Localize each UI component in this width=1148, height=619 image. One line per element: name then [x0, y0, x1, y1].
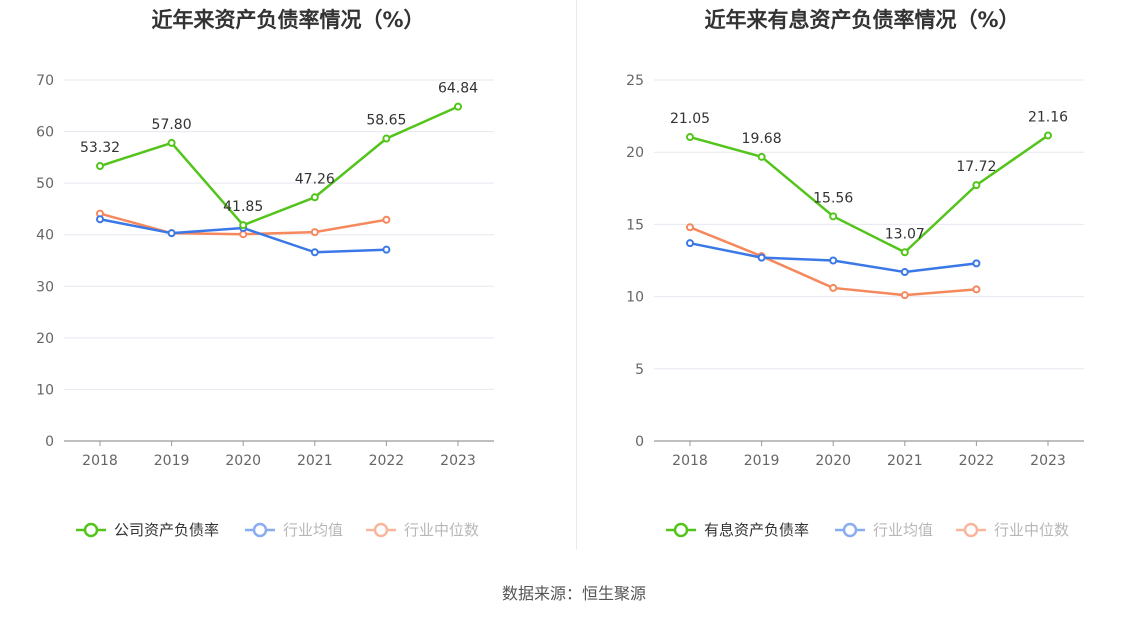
right-x-tick-label: 2023	[1030, 453, 1066, 469]
right-point-industry-mean	[757, 253, 766, 262]
left-point-industry-mean	[167, 229, 176, 238]
left-x-tick-label: 2023	[440, 453, 476, 469]
left-x-tick-label: 2020	[225, 453, 261, 469]
left-data-label: 57.80	[152, 117, 192, 133]
right-data-label: 21.16	[1028, 109, 1068, 125]
left-series-line-company	[99, 105, 459, 227]
left-y-tick-label: 10	[36, 382, 54, 398]
left-x-tick-label: 2021	[297, 453, 333, 469]
left-legend-item-industry-mean[interactable]: 行业均值	[245, 521, 343, 539]
right-point-company	[1044, 131, 1052, 140]
right-point-industry-median	[972, 285, 981, 294]
left-point-industry-median	[310, 228, 319, 237]
left-chart-title: 近年来资产负债率情况（%）	[151, 8, 425, 32]
left-x-tick-label: 2018	[82, 453, 118, 469]
right-legend-item-industry-mean[interactable]: 行业均值	[835, 521, 933, 539]
left-point-company	[454, 102, 462, 111]
right-point-industry-median	[829, 283, 838, 292]
left-y-tick-label: 40	[36, 228, 54, 244]
right-point-industry-mean	[900, 268, 909, 277]
right-point-industry-median	[900, 291, 909, 300]
right-y-tick-label: 25	[626, 73, 644, 89]
left-data-label: 58.65	[366, 113, 406, 129]
left-y-tick-label: 60	[36, 125, 54, 141]
right-point-industry-mean	[829, 256, 838, 265]
right-x-tick-label: 2021	[887, 453, 923, 469]
left-y-tick-label: 30	[36, 279, 54, 295]
right-legend-marker-icon	[963, 522, 979, 538]
left-point-company	[239, 221, 248, 230]
right-y-tick-label: 15	[626, 217, 644, 233]
right-legend-item-company[interactable]: 有息资产负债率	[666, 521, 809, 539]
right-chart-title: 近年来有息资产负债率情况（%）	[704, 8, 1020, 32]
right-point-company	[900, 248, 909, 257]
left-legend-label: 公司资产负债率	[114, 521, 219, 539]
left-point-company	[96, 162, 104, 171]
right-point-company	[972, 181, 981, 190]
data-source-note: 数据来源：恒生聚源	[501, 584, 646, 603]
right-point-industry-median	[686, 223, 694, 232]
left-y-tick-label: 0	[45, 434, 54, 450]
right-x-tick-label: 2019	[744, 453, 780, 469]
right-legend-marker-icon	[673, 522, 689, 538]
right-y-tick-label: 20	[626, 145, 644, 161]
right-point-industry-mean	[972, 259, 981, 268]
left-point-industry-mean	[96, 215, 104, 224]
left-x-tick-label: 2022	[369, 453, 405, 469]
left-y-tick-label: 20	[36, 331, 54, 347]
right-line-chart: 0 5 10 15 20 25 2018 2019 2020 2021 2022 2023 21.05 1…	[626, 73, 1084, 539]
right-legend-label: 行业中位数	[994, 521, 1069, 539]
right-legend-label: 有息资产负债率	[704, 521, 809, 539]
right-legend-label: 行业均值	[873, 521, 933, 539]
right-data-label: 21.05	[670, 111, 710, 127]
right-y-tick-label: 10	[626, 290, 644, 306]
left-y-tick-label: 50	[36, 176, 54, 192]
left-point-company	[310, 193, 319, 202]
left-point-industry-mean	[310, 248, 319, 257]
left-point-company	[167, 138, 176, 147]
left-data-label: 47.26	[295, 171, 335, 187]
left-legend-marker-icon	[373, 522, 389, 538]
right-y-tick-label: 5	[635, 362, 644, 378]
left-data-label: 53.32	[80, 140, 120, 156]
right-point-company	[829, 212, 838, 221]
right-series-line-company	[689, 134, 1049, 254]
left-legend-item-industry-median[interactable]: 行业中位数	[366, 521, 479, 539]
right-x-tick-label: 2020	[815, 453, 851, 469]
left-line-chart: 0 10 20 30 40 50 60 70 2018 2019 2020 2021 2022 2023 5…	[36, 73, 494, 539]
left-x-tick-label: 2019	[154, 453, 190, 469]
right-data-label: 13.07	[885, 226, 925, 242]
right-x-tick-label: 2022	[959, 453, 995, 469]
left-data-label: 41.85	[223, 199, 263, 215]
left-y-tick-label: 70	[36, 73, 54, 89]
right-data-label: 19.68	[742, 131, 782, 147]
right-x-tick-label: 2018	[672, 453, 708, 469]
left-chart-panel: 近年来资产负债率情况（%） 0 10 20 30 40 50 60 70 2018 2019 202…	[0, 0, 576, 550]
right-chart-panel: 近年来有息资产负债率情况（%） 0 5 10 15 20 25 2018 2019 2020 20…	[576, 0, 1148, 550]
right-y-tick-label: 0	[635, 434, 644, 450]
left-legend-marker-icon	[252, 522, 268, 538]
panel-divider	[576, 0, 577, 550]
left-point-industry-median	[239, 230, 248, 239]
right-legend-marker-icon	[842, 522, 858, 538]
left-legend-label: 行业均值	[283, 521, 343, 539]
left-point-industry-mean	[382, 245, 391, 254]
left-legend-item-company[interactable]: 公司资产负债率	[76, 521, 219, 539]
left-legend-marker-icon	[83, 522, 99, 538]
right-data-label: 17.72	[956, 159, 996, 175]
left-legend-label: 行业中位数	[404, 521, 479, 539]
left-point-industry-median	[382, 215, 391, 224]
left-point-company	[382, 134, 391, 143]
right-point-company	[757, 152, 766, 161]
right-point-company	[686, 133, 694, 142]
right-data-label: 15.56	[813, 190, 853, 206]
left-data-label: 64.84	[438, 81, 478, 97]
right-point-industry-mean	[686, 239, 694, 248]
right-legend-item-industry-median[interactable]: 行业中位数	[956, 521, 1069, 539]
